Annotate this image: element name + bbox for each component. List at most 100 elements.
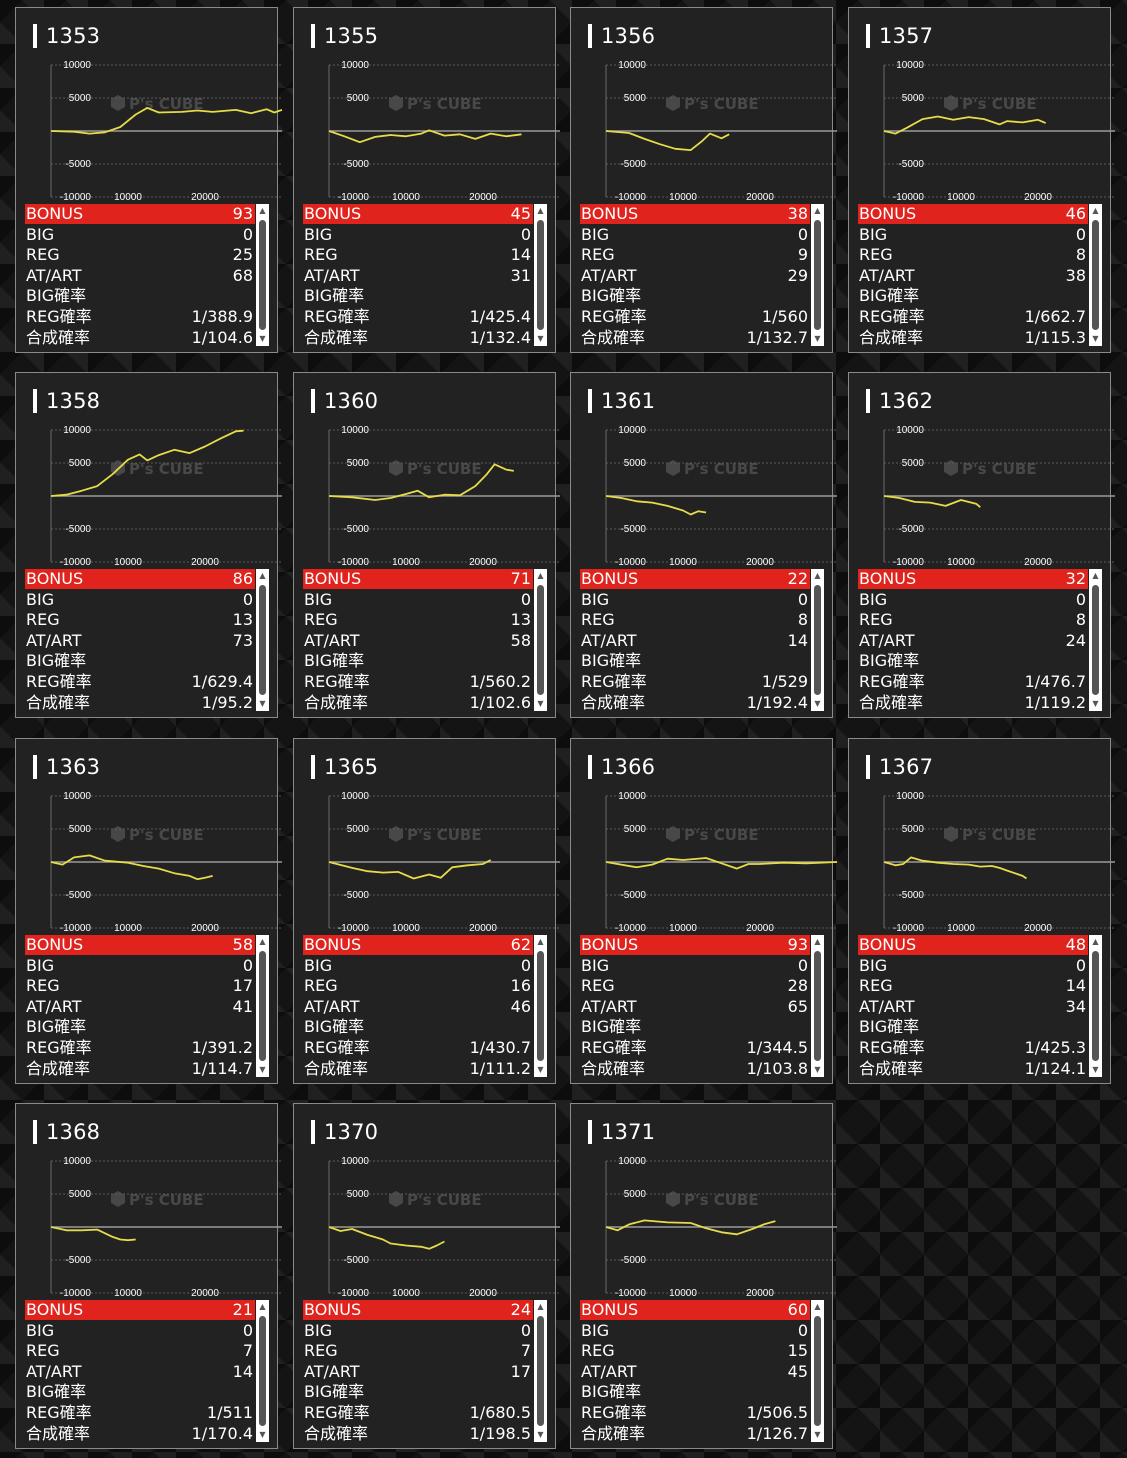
- scroll-up-icon[interactable]: ▲: [814, 206, 821, 215]
- stat-label-big: BIG: [859, 589, 888, 609]
- scroll-thumb[interactable]: [814, 585, 821, 695]
- machine-card[interactable]: 1355 P's CUBE 10000 5000 -5000 -10000 10000 200…: [293, 7, 560, 353]
- scroll-up-icon[interactable]: ▲: [814, 571, 821, 580]
- scroll-up-icon[interactable]: ▲: [537, 1302, 544, 1311]
- scrollbar[interactable]: ▲ ▼: [534, 204, 547, 346]
- scroll-up-icon[interactable]: ▲: [259, 937, 266, 946]
- scroll-thumb[interactable]: [814, 951, 821, 1061]
- stat-label-atart: AT/ART: [26, 630, 82, 650]
- scroll-down-icon[interactable]: ▼: [814, 1430, 821, 1439]
- scroll-down-icon[interactable]: ▼: [259, 334, 266, 343]
- machine-card[interactable]: 1365 P's CUBE 10000 5000 -5000 -10000 10000 200…: [293, 738, 560, 1084]
- scroll-thumb[interactable]: [814, 220, 821, 330]
- scroll-thumb[interactable]: [1092, 585, 1099, 695]
- scroll-up-icon[interactable]: ▲: [814, 937, 821, 946]
- scroll-up-icon[interactable]: ▲: [1092, 937, 1099, 946]
- scroll-thumb[interactable]: [1092, 220, 1099, 330]
- scroll-up-icon[interactable]: ▲: [259, 571, 266, 580]
- machine-card[interactable]: 1361 P's CUBE 10000 5000 -5000 -10000 10000 200…: [570, 372, 837, 718]
- scroll-down-icon[interactable]: ▼: [537, 334, 544, 343]
- machine-card[interactable]: 1357 P's CUBE 10000 5000 -5000 -10000 10000 200…: [848, 7, 1115, 353]
- machine-card[interactable]: 1367 P's CUBE 10000 5000 -5000 -10000 10000 200…: [848, 738, 1115, 1084]
- scroll-down-icon[interactable]: ▼: [259, 1065, 266, 1074]
- machine-card[interactable]: 1356 P's CUBE 10000 5000 -5000 -10000 10000 200…: [570, 7, 837, 353]
- scroll-down-icon[interactable]: ▼: [537, 699, 544, 708]
- scroll-up-icon[interactable]: ▲: [537, 937, 544, 946]
- scroll-up-icon[interactable]: ▲: [259, 206, 266, 215]
- scrollbar[interactable]: ▲ ▼: [811, 204, 824, 346]
- stats-table: BONUS 38 BIG 0 REG 9 AT/ART 29 BIG確率 REG確率 1/560 合成…: [580, 204, 824, 347]
- scroll-up-icon[interactable]: ▲: [259, 1302, 266, 1311]
- scroll-down-icon[interactable]: ▼: [259, 699, 266, 708]
- scroll-down-icon[interactable]: ▼: [537, 1430, 544, 1439]
- scrollbar[interactable]: ▲ ▼: [256, 204, 269, 346]
- stat-value-bonus: 21: [232, 1300, 253, 1319]
- y-tick-label: 10000: [63, 1156, 91, 1167]
- scrollbar[interactable]: ▲ ▼: [534, 935, 547, 1077]
- stat-value-big: 0: [520, 1320, 531, 1340]
- stat-row-bonus: BONUS 93: [25, 204, 255, 224]
- scrollbar[interactable]: ▲ ▼: [256, 935, 269, 1077]
- stat-row-atart: AT/ART 14: [25, 1362, 255, 1382]
- x-tick-label: 10000: [114, 1288, 142, 1299]
- scrollbar[interactable]: ▲ ▼: [811, 1300, 824, 1442]
- scrollbar[interactable]: ▲ ▼: [256, 569, 269, 711]
- machine-card[interactable]: 1366 P's CUBE 10000 5000 -5000 -10000 10000 200…: [570, 738, 838, 1084]
- slump-chart: P's CUBE 10000 5000 -5000 -10000 10000 20000: [328, 1156, 560, 1299]
- scroll-up-icon[interactable]: ▲: [814, 1302, 821, 1311]
- slump-chart: P's CUBE 10000 5000 -5000 -10000 10000 20000: [605, 60, 837, 203]
- stat-label-bonus: BONUS: [581, 935, 639, 954]
- scroll-thumb[interactable]: [1092, 951, 1099, 1061]
- scroll-down-icon[interactable]: ▼: [537, 1065, 544, 1074]
- scroll-thumb[interactable]: [259, 220, 266, 330]
- scroll-thumb[interactable]: [537, 220, 544, 330]
- y-tick-label: -10000: [615, 557, 647, 568]
- scroll-thumb[interactable]: [537, 1316, 544, 1426]
- scroll-down-icon[interactable]: ▼: [814, 1065, 821, 1074]
- scrollbar[interactable]: ▲ ▼: [1089, 935, 1102, 1077]
- stat-label-big-rate: BIG確率: [304, 1017, 365, 1037]
- scroll-thumb[interactable]: [259, 585, 266, 695]
- scroll-thumb[interactable]: [259, 951, 266, 1061]
- scrollbar[interactable]: ▲ ▼: [811, 935, 824, 1077]
- scrollbar[interactable]: ▲ ▼: [1089, 204, 1102, 346]
- scroll-down-icon[interactable]: ▼: [1092, 1065, 1099, 1074]
- scrollbar[interactable]: ▲ ▼: [811, 569, 824, 711]
- scrollbar[interactable]: ▲ ▼: [534, 569, 547, 711]
- title-marker: [588, 1120, 592, 1144]
- machine-card[interactable]: 1363 P's CUBE 10000 5000 -5000 -10000 10000 200…: [15, 738, 282, 1084]
- machine-card[interactable]: 1370 P's CUBE 10000 5000 -5000 -10000 10000 200…: [293, 1103, 560, 1449]
- scrollbar[interactable]: ▲ ▼: [534, 1300, 547, 1442]
- machine-card[interactable]: 1360 P's CUBE 10000 5000 -5000 -10000 10000 200…: [293, 372, 560, 718]
- scrollbar[interactable]: ▲ ▼: [256, 1300, 269, 1442]
- stat-row-atart: AT/ART 38: [858, 266, 1088, 286]
- machine-card[interactable]: 1353 P's CUBE 10000 5000 -5000 -10000 10000 200…: [15, 7, 283, 353]
- scroll-thumb[interactable]: [814, 1316, 821, 1426]
- y-tick-label: -5000: [65, 890, 91, 901]
- scroll-up-icon[interactable]: ▲: [537, 206, 544, 215]
- scroll-up-icon[interactable]: ▲: [1092, 571, 1099, 580]
- scroll-down-icon[interactable]: ▼: [259, 1430, 266, 1439]
- scroll-thumb[interactable]: [537, 585, 544, 695]
- scroll-thumb[interactable]: [537, 951, 544, 1061]
- x-tick-label: 10000: [947, 557, 975, 568]
- machine-card[interactable]: 1358 P's CUBE 10000 5000 -5000 -10000 10000 200…: [15, 372, 282, 718]
- y-tick-label: 10000: [341, 425, 369, 436]
- scroll-down-icon[interactable]: ▼: [1092, 699, 1099, 708]
- stat-value-reg: 16: [510, 976, 531, 996]
- machine-card[interactable]: 1371 P's CUBE 10000 5000 -5000 -10000 10000 200…: [570, 1103, 837, 1449]
- stat-value-atart: 29: [787, 265, 808, 285]
- machine-card[interactable]: 1362 P's CUBE 10000 5000 -5000 -10000 10000 200…: [848, 372, 1115, 718]
- scroll-down-icon[interactable]: ▼: [814, 699, 821, 708]
- scroll-thumb[interactable]: [259, 1316, 266, 1426]
- y-tick-label: 5000: [624, 1189, 647, 1200]
- stat-row-reg: REG 14: [303, 245, 533, 265]
- scroll-down-icon[interactable]: ▼: [814, 334, 821, 343]
- scroll-down-icon[interactable]: ▼: [1092, 334, 1099, 343]
- scroll-up-icon[interactable]: ▲: [1092, 206, 1099, 215]
- scrollbar[interactable]: ▲ ▼: [1089, 569, 1102, 711]
- scroll-up-icon[interactable]: ▲: [537, 571, 544, 580]
- machine-card[interactable]: 1368 P's CUBE 10000 5000 -5000 -10000 10000 200…: [15, 1103, 282, 1449]
- stat-row-big: BIG 0: [580, 956, 810, 976]
